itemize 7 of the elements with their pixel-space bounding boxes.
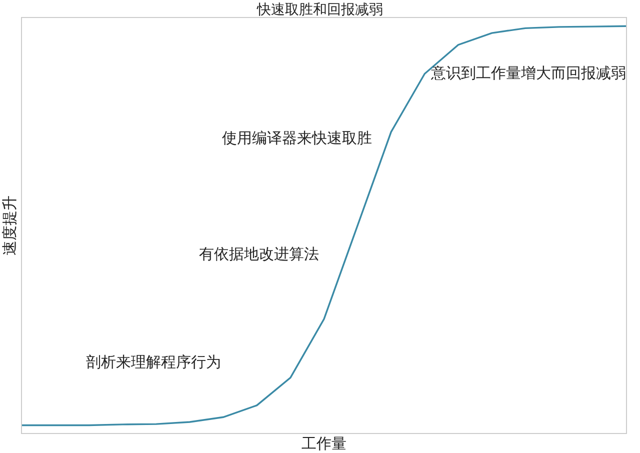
annotation: 使用编译器来快速取胜 [222, 129, 372, 147]
chart-title: 快速取胜和回报减弱 [256, 2, 383, 18]
annotation: 意识到工作量增大而回报减弱 [430, 64, 626, 82]
x-axis-title: 工作量 [302, 434, 346, 452]
annotation: 剖析来理解程序行为 [86, 353, 221, 371]
annotation: 有依据地改进算法 [199, 245, 319, 263]
y-axis-title: 速度提升 [0, 196, 18, 256]
